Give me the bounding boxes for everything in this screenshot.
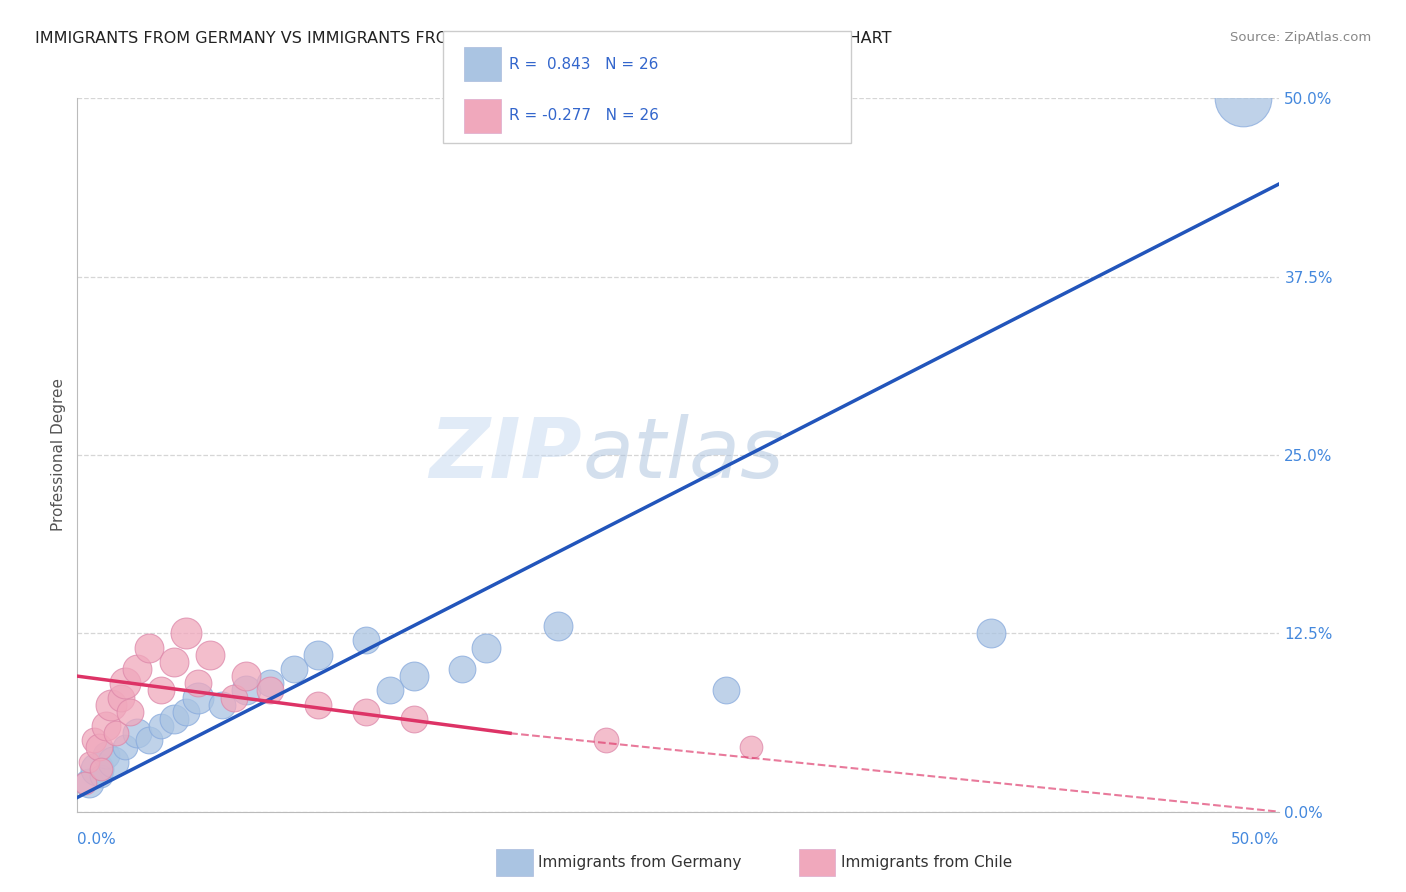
Point xyxy=(90,762,112,776)
Text: 50.0%: 50.0% xyxy=(1232,832,1279,847)
Point xyxy=(307,698,329,712)
Point xyxy=(174,705,197,719)
Y-axis label: Professional Degree: Professional Degree xyxy=(51,378,66,532)
Point xyxy=(138,733,160,747)
Point xyxy=(198,648,221,662)
Point xyxy=(235,669,257,683)
Point xyxy=(79,776,101,790)
Point xyxy=(259,683,281,698)
Point xyxy=(716,683,738,698)
Point xyxy=(186,676,209,690)
Point xyxy=(83,733,105,747)
Point xyxy=(186,690,209,705)
Text: IMMIGRANTS FROM GERMANY VS IMMIGRANTS FROM CHILE PROFESSIONAL DEGREE CORRELATION: IMMIGRANTS FROM GERMANY VS IMMIGRANTS FR… xyxy=(35,31,891,46)
Point xyxy=(73,776,96,790)
Point xyxy=(475,640,498,655)
Point xyxy=(547,619,569,633)
Point xyxy=(235,683,257,698)
Point xyxy=(150,719,173,733)
Point xyxy=(740,740,762,755)
Point xyxy=(79,755,101,769)
Point xyxy=(96,719,118,733)
Point xyxy=(100,698,122,712)
Point xyxy=(283,662,305,676)
Point xyxy=(451,662,474,676)
Text: Immigrants from Chile: Immigrants from Chile xyxy=(841,855,1012,870)
Point xyxy=(1232,91,1254,105)
Point xyxy=(402,712,425,726)
Text: R = -0.277   N = 26: R = -0.277 N = 26 xyxy=(509,108,659,123)
Text: ZIP: ZIP xyxy=(430,415,582,495)
Point xyxy=(150,683,173,698)
Point xyxy=(86,762,108,776)
Point xyxy=(307,648,329,662)
Point xyxy=(354,705,377,719)
Point xyxy=(90,769,112,783)
Point xyxy=(114,676,136,690)
Text: 0.0%: 0.0% xyxy=(77,832,117,847)
Text: Immigrants from Germany: Immigrants from Germany xyxy=(538,855,742,870)
Point xyxy=(354,633,377,648)
Point xyxy=(114,740,136,755)
Point xyxy=(378,683,401,698)
Point xyxy=(980,626,1002,640)
Point xyxy=(87,740,110,755)
Point xyxy=(402,669,425,683)
Point xyxy=(595,733,617,747)
Point xyxy=(138,640,160,655)
Point xyxy=(162,712,184,726)
Point xyxy=(222,690,245,705)
Point xyxy=(259,676,281,690)
Text: atlas: atlas xyxy=(582,415,785,495)
Point xyxy=(127,726,149,740)
Point xyxy=(211,698,233,712)
Point xyxy=(174,626,197,640)
Text: Source: ZipAtlas.com: Source: ZipAtlas.com xyxy=(1230,31,1371,45)
Point xyxy=(103,755,125,769)
Point xyxy=(104,726,127,740)
Point xyxy=(96,747,118,762)
Text: R =  0.843   N = 26: R = 0.843 N = 26 xyxy=(509,57,658,72)
Point xyxy=(110,690,132,705)
Point xyxy=(120,705,142,719)
Point xyxy=(162,655,184,669)
Point xyxy=(127,662,149,676)
